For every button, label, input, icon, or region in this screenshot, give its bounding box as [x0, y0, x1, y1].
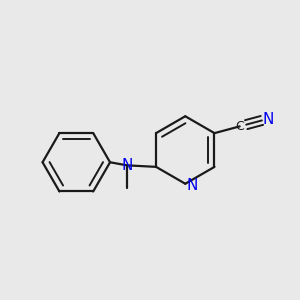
Text: N: N: [263, 112, 274, 127]
Text: N: N: [186, 178, 198, 193]
Text: C: C: [235, 120, 244, 133]
Text: N: N: [121, 158, 133, 173]
